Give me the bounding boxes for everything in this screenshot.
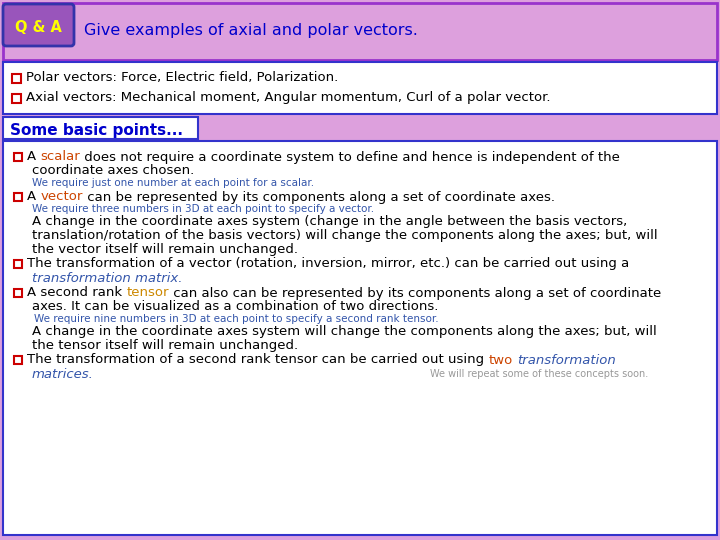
Text: can also can be represented by its components along a set of coordinate: can also can be represented by its compo… [169, 287, 661, 300]
Text: A second rank: A second rank [27, 287, 127, 300]
Bar [14, 193, 22, 201]
Text: scalar: scalar [40, 151, 80, 164]
Text: We require just one number at each point for a scalar.: We require just one number at each point… [32, 178, 314, 188]
Text: the tensor itself will remain unchanged.: the tensor itself will remain unchanged. [32, 339, 298, 352]
Text: transformation matrix.: transformation matrix. [32, 272, 182, 285]
Text: A change in the coordinate axes system will change the components along the axes: A change in the coordinate axes system w… [32, 325, 657, 338]
Text: Give examples of axial and polar vectors.: Give examples of axial and polar vectors… [84, 24, 418, 38]
Text: can be represented by its components along a set of coordinate axes.: can be represented by its components alo… [83, 191, 554, 204]
Text: translation/rotation of the basis vectors) will change the components along the : translation/rotation of the basis vector… [32, 228, 657, 241]
Text: A change in the coordinate axes system (change in the angle between the basis ve: A change in the coordinate axes system (… [32, 214, 627, 227]
Text: We require nine numbers in 3D at each point to specify a second rank tensor.: We require nine numbers in 3D at each po… [34, 314, 438, 324]
Text: vector: vector [40, 191, 83, 204]
Text: axes. It can be visualized as a combination of two directions.: axes. It can be visualized as a combinat… [32, 300, 438, 314]
Text: transformation: transformation [517, 354, 616, 367]
Bar [12, 73, 21, 83]
Text: The transformation of a vector (rotation, inversion, mirror, etc.) can be carrie: The transformation of a vector (rotation… [27, 258, 629, 271]
Bar [12, 93, 21, 103]
Text: does not require a coordinate system to define and hence is independent of the: does not require a coordinate system to … [80, 151, 620, 164]
Bar [3, 141, 717, 535]
Bar [3, 117, 198, 139]
Text: Polar vectors: Force, Electric field, Polarization.: Polar vectors: Force, Electric field, Po… [26, 71, 338, 84]
Bar [14, 289, 22, 297]
Text: two: two [488, 354, 513, 367]
Bar [3, 62, 717, 114]
Text: We will repeat some of these concepts soon.: We will repeat some of these concepts so… [430, 369, 648, 379]
Text: matrices.: matrices. [32, 368, 94, 381]
Bar [14, 153, 22, 161]
Text: We require three numbers in 3D at each point to specify a vector.: We require three numbers in 3D at each p… [32, 204, 374, 214]
Bar [14, 260, 22, 268]
Text: The transformation of a second rank tensor can be carried out using: The transformation of a second rank tens… [27, 354, 488, 367]
Text: coordinate axes chosen.: coordinate axes chosen. [32, 165, 194, 178]
Text: tensor: tensor [127, 287, 169, 300]
Bar [3, 3, 717, 60]
Text: Q & A: Q & A [14, 19, 61, 35]
Text: A: A [27, 151, 40, 164]
Text: A: A [27, 191, 40, 204]
Text: Some basic points...: Some basic points... [10, 123, 183, 138]
FancyBboxPatch shape [3, 4, 74, 46]
Bar [14, 356, 22, 364]
Text: Axial vectors: Mechanical moment, Angular momentum, Curl of a polar vector.: Axial vectors: Mechanical moment, Angula… [26, 91, 551, 105]
Text: the vector itself will remain unchanged.: the vector itself will remain unchanged. [32, 242, 298, 255]
